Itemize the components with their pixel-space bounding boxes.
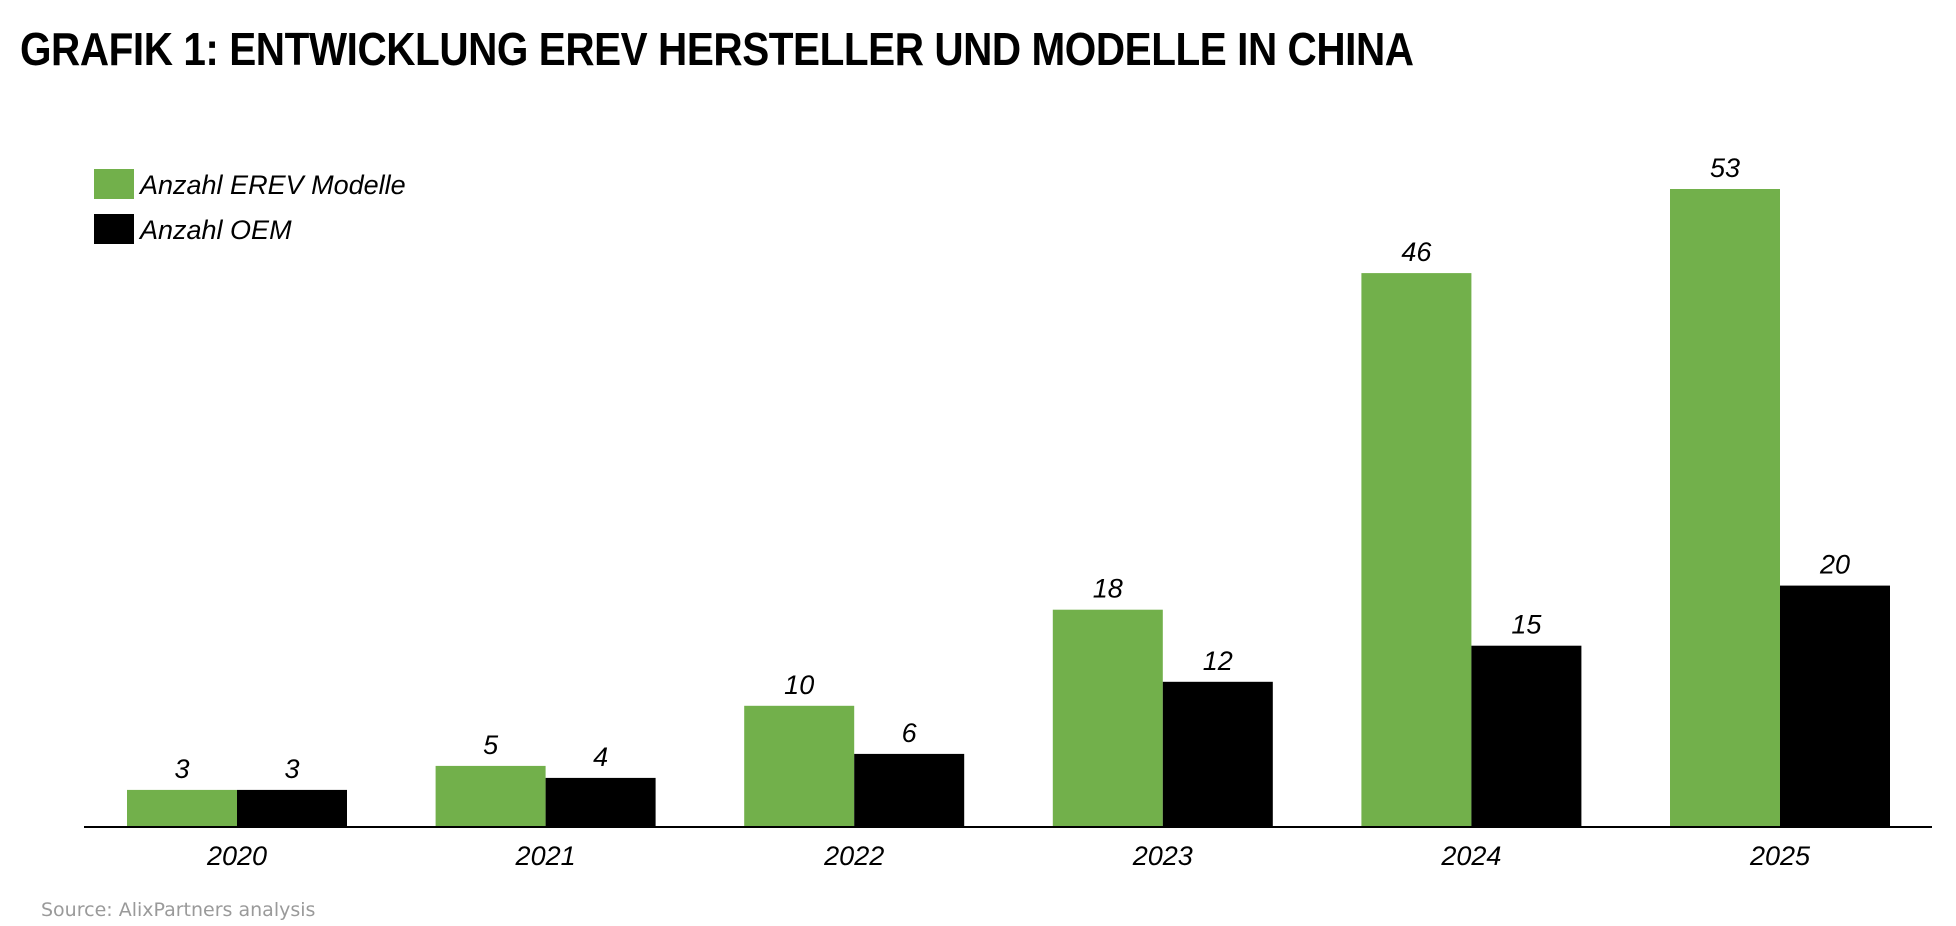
legend-label-anzahl-erev-modelle: Anzahl EREV Modelle	[138, 170, 406, 200]
value-label-anzahl-erev-modelle-2022: 10	[784, 670, 814, 700]
x-tick-label-2022: 2022	[823, 841, 884, 871]
value-label-anzahl-erev-modelle-2020: 3	[174, 754, 189, 784]
legend-swatch-anzahl-oem	[94, 214, 134, 244]
source-note: Source: AlixPartners analysis	[41, 899, 316, 921]
bar-anzahl-erev-modelle-2020	[127, 789, 237, 826]
legend: Anzahl EREV Modelle Anzahl OEM	[94, 169, 406, 245]
x-tick-label-2024: 2024	[1440, 841, 1501, 871]
x-tick-label-2025: 2025	[1749, 841, 1811, 871]
bar-anzahl-oem-2022	[854, 753, 965, 826]
bars	[127, 189, 1890, 827]
bar-anzahl-erev-modelle-2021	[435, 765, 546, 826]
value-label-anzahl-oem-2021: 4	[593, 742, 608, 772]
chart-title: GRAFIK 1: ENTWICKLUNG EREV HERSTELLER UN…	[20, 23, 1414, 75]
value-label-anzahl-oem-2025: 20	[1819, 550, 1850, 580]
value-label-anzahl-oem-2023: 12	[1203, 646, 1233, 676]
bar-anzahl-oem-2020	[237, 789, 347, 826]
bar-anzahl-oem-2024	[1471, 645, 1582, 826]
value-label-anzahl-oem-2022: 6	[902, 718, 918, 748]
value-label-anzahl-oem-2024: 15	[1511, 610, 1542, 640]
value-label-anzahl-erev-modelle-2025: 53	[1710, 153, 1740, 183]
x-tick-label-2021: 2021	[515, 841, 576, 871]
value-label-anzahl-erev-modelle-2024: 46	[1401, 237, 1432, 267]
value-labels: 3 3 5 4 10 6 18 12 46 15 53 20	[174, 153, 1850, 784]
value-label-anzahl-oem-2020: 3	[284, 754, 299, 784]
bar-anzahl-oem-2023	[1162, 681, 1273, 826]
legend-label-anzahl-oem: Anzahl OEM	[138, 215, 292, 245]
x-axis: 2020 2021 2022 2023 2024 2025	[84, 826, 1932, 871]
legend-swatch-anzahl-erev-modelle	[94, 169, 134, 199]
bar-anzahl-oem-2025	[1780, 585, 1890, 826]
value-label-anzahl-erev-modelle-2021: 5	[483, 730, 499, 760]
x-tick-label-2020: 2020	[206, 841, 267, 871]
bar-anzahl-erev-modelle-2023	[1052, 609, 1163, 826]
x-tick-label-2023: 2023	[1132, 841, 1193, 871]
bar-anzahl-oem-2021	[545, 777, 656, 826]
value-label-anzahl-erev-modelle-2023: 18	[1093, 574, 1123, 604]
bar-anzahl-erev-modelle-2025	[1670, 189, 1780, 826]
bar-anzahl-erev-modelle-2024	[1361, 273, 1472, 827]
bar-anzahl-erev-modelle-2022	[744, 705, 855, 826]
